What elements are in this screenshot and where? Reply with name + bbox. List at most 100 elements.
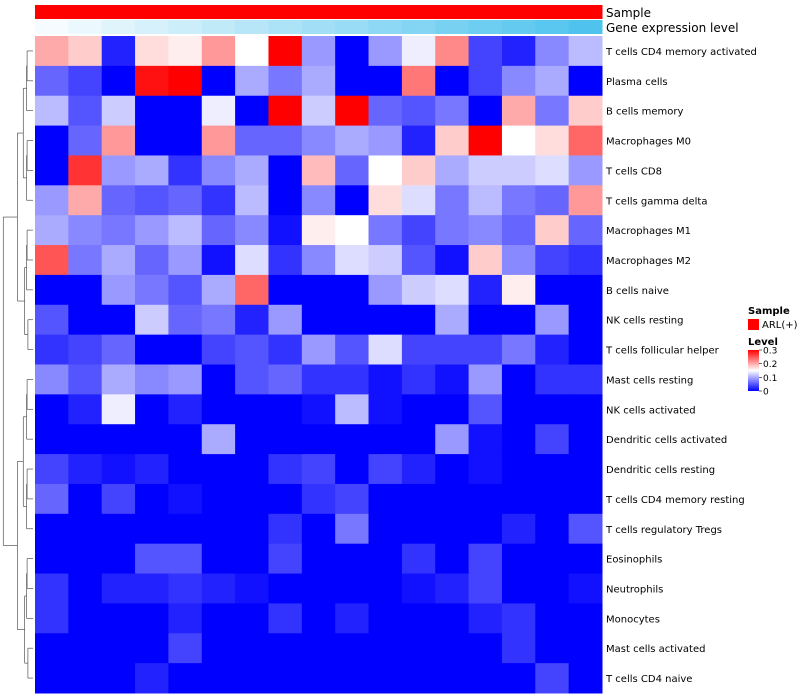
heatmap-cell (468, 155, 503, 186)
heatmap-cell (201, 95, 236, 127)
gene-expression-annotation-cell (535, 20, 570, 34)
heatmap-cell (435, 334, 470, 365)
heatmap-cell (135, 543, 169, 575)
heatmap-cell (435, 65, 470, 97)
heatmap-cell (501, 543, 536, 575)
heatmap-cell (535, 245, 570, 276)
heatmap-cell (301, 245, 336, 276)
heatmap-cell (68, 394, 103, 425)
gene-expression-annotation-cell (68, 20, 103, 34)
heatmap-cell (101, 215, 136, 246)
heatmap-cell (35, 65, 69, 97)
heatmap-cell (535, 215, 570, 246)
heatmap-cell (201, 36, 236, 67)
heatmap-cell (235, 185, 269, 216)
heatmap-cell (468, 513, 503, 545)
heatmap-cell (301, 304, 336, 336)
heatmap-cell (335, 304, 370, 336)
sample-annotation-cell (201, 5, 236, 19)
heatmap-cell (535, 36, 570, 67)
heatmap-cell (435, 483, 470, 515)
sample-annotation-cell (35, 5, 69, 19)
heatmap-cell (235, 215, 269, 246)
heatmap-cell (468, 454, 503, 485)
heatmap-cell (301, 513, 336, 545)
legend-tick-label: 0 (763, 388, 769, 398)
heatmap-cell (568, 454, 603, 485)
heatmap-cell (135, 633, 169, 664)
heatmap-cell (368, 36, 403, 67)
heatmap-cell (368, 513, 403, 545)
heatmap-cell (468, 274, 503, 306)
heatmap-cell (301, 483, 336, 515)
heatmap-cell (301, 215, 336, 246)
heatmap-cell (68, 633, 103, 664)
heatmap-cell (401, 274, 436, 306)
heatmap-cell (268, 304, 303, 336)
heatmap-cell (301, 424, 336, 455)
heatmap-cell (168, 454, 203, 485)
heatmap-cell (268, 245, 303, 276)
heatmap-cell (35, 155, 69, 186)
heatmap-cell (235, 36, 269, 67)
sample-annotation-cell (568, 5, 603, 19)
heatmap-cell (435, 304, 470, 336)
heatmap-cell (568, 424, 603, 455)
heatmap-cell (268, 125, 303, 156)
heatmap-cell (201, 185, 236, 216)
heatmap-cell (468, 304, 503, 336)
heatmap-cell (568, 334, 603, 365)
heatmap-cell (468, 573, 503, 604)
heatmap-cell (501, 245, 536, 276)
legend-sample-swatch (748, 319, 759, 330)
heatmap-cell (568, 274, 603, 306)
heatmap-cell (335, 543, 370, 575)
heatmap-cell (301, 274, 336, 306)
heatmap-cell (135, 573, 169, 604)
heatmap-cell (201, 573, 236, 604)
gene-expression-annotation-cell (435, 20, 470, 34)
heatmap-cell (35, 483, 69, 515)
heatmap-cell (68, 215, 103, 246)
heatmap-cell (101, 633, 136, 664)
heatmap-cell (235, 364, 269, 395)
heatmap-cell (135, 95, 169, 127)
heatmap-cell (301, 663, 336, 694)
heatmap-cell (301, 573, 336, 604)
heatmap-cell (235, 663, 269, 694)
heatmap-cell (235, 454, 269, 485)
heatmap-cell (535, 483, 570, 515)
heatmap-cell (401, 424, 436, 455)
heatmap-cell (68, 304, 103, 336)
heatmap-cell (501, 603, 536, 634)
heatmap-cell (201, 65, 236, 97)
heatmap-cell (201, 483, 236, 515)
heatmap-cell (468, 95, 503, 127)
heatmap-cell (368, 424, 403, 455)
heatmap-cell (568, 513, 603, 545)
heatmap-cell (168, 603, 203, 634)
heatmap-cell (268, 603, 303, 634)
sample-annotation-cell (501, 5, 536, 19)
heatmap-cell (501, 364, 536, 395)
heatmap-cell (335, 95, 370, 127)
heatmap-cell (435, 125, 470, 156)
heatmap-cell (35, 245, 69, 276)
heatmap-cell (301, 364, 336, 395)
heatmap-cell (401, 543, 436, 575)
heatmap-cell (168, 304, 203, 336)
heatmap-cell (335, 334, 370, 365)
heatmap-cell (468, 65, 503, 97)
heatmap-cell (101, 185, 136, 216)
legend: Sample ARL(+) Level 0.3 0.2 0.1 0 (748, 306, 798, 398)
heatmap-cell (68, 125, 103, 156)
heatmap-cell (268, 334, 303, 365)
heatmap-cell (268, 483, 303, 515)
heatmap-cell (301, 155, 336, 186)
heatmap-cell (68, 454, 103, 485)
heatmap-cell (435, 394, 470, 425)
heatmap-cell (368, 603, 403, 634)
heatmap-cell (201, 394, 236, 425)
gene-expression-annotation-cell (368, 20, 403, 34)
heatmap-cell (568, 36, 603, 67)
